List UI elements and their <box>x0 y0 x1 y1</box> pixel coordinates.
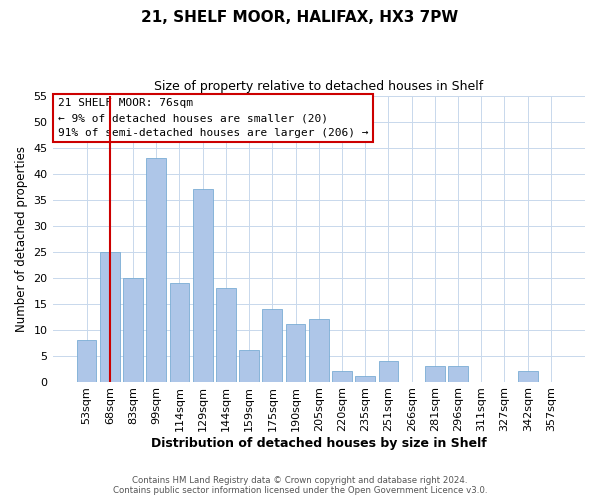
Text: Contains HM Land Registry data © Crown copyright and database right 2024.
Contai: Contains HM Land Registry data © Crown c… <box>113 476 487 495</box>
Bar <box>262 309 282 382</box>
Bar <box>123 278 143 382</box>
Y-axis label: Number of detached properties: Number of detached properties <box>15 146 28 332</box>
Bar <box>239 350 259 382</box>
Bar <box>193 189 212 382</box>
Bar <box>286 324 305 382</box>
Bar <box>379 361 398 382</box>
Bar <box>332 371 352 382</box>
Bar <box>518 371 538 382</box>
Bar <box>355 376 375 382</box>
Text: 21 SHELF MOOR: 76sqm
← 9% of detached houses are smaller (20)
91% of semi-detach: 21 SHELF MOOR: 76sqm ← 9% of detached ho… <box>58 98 368 138</box>
Bar <box>425 366 445 382</box>
X-axis label: Distribution of detached houses by size in Shelf: Distribution of detached houses by size … <box>151 437 487 450</box>
Bar <box>146 158 166 382</box>
Bar <box>448 366 468 382</box>
Bar <box>216 288 236 382</box>
Bar <box>309 319 329 382</box>
Text: 21, SHELF MOOR, HALIFAX, HX3 7PW: 21, SHELF MOOR, HALIFAX, HX3 7PW <box>142 10 458 25</box>
Bar <box>170 283 190 382</box>
Title: Size of property relative to detached houses in Shelf: Size of property relative to detached ho… <box>154 80 484 93</box>
Bar <box>100 252 119 382</box>
Bar <box>77 340 97 382</box>
